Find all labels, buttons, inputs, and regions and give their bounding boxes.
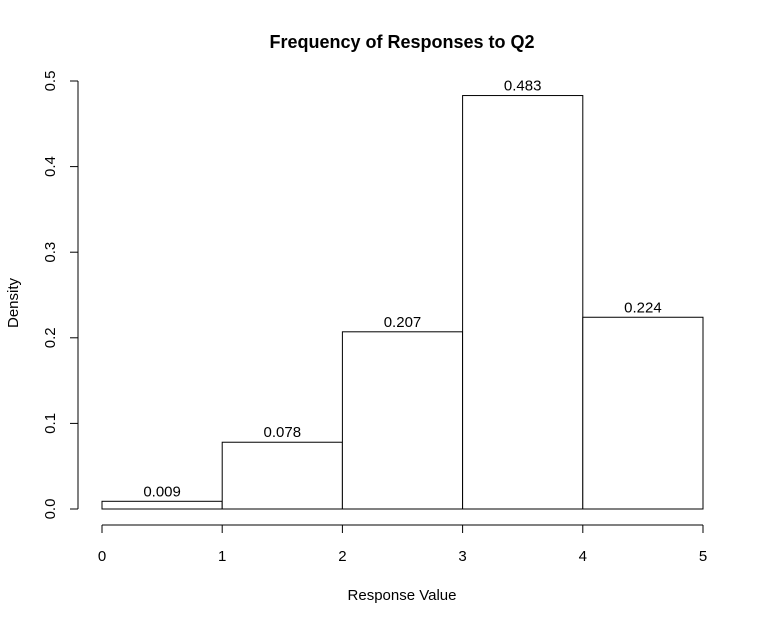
y-axis-label: Density [5,277,22,328]
y-axis: 0.0 0.1 0.2 0.3 0.4 0.5 [42,71,79,520]
y-tick-label: 0.5 [42,71,59,92]
histogram-bar [582,316,704,510]
histogram-bar [221,441,343,510]
bar-value-label: 0.483 [504,78,542,95]
x-tick-label: 5 [699,548,707,565]
bars-group [101,95,704,510]
x-tick-label: 1 [218,548,226,565]
bar-value-label: 0.224 [624,299,662,316]
y-tick-label: 0.3 [42,242,59,263]
x-axis-label: Response Value [348,587,457,604]
x-tick-label: 3 [458,548,466,565]
histogram-bar [462,95,584,510]
x-tick-label: 4 [579,548,587,565]
bar-value-label: 0.207 [384,314,422,331]
bar-value-label: 0.078 [264,424,302,441]
data-labels-group: 0.009 0.078 0.207 0.483 0.224 [143,78,661,501]
y-tick-label: 0.4 [42,156,59,177]
y-tick-label: 0.1 [42,413,59,434]
bar-value-label: 0.009 [143,483,181,500]
x-tick-label: 2 [338,548,346,565]
x-tick-label: 0 [98,548,106,565]
y-tick-label: 0.0 [42,499,59,520]
x-axis: 0 1 2 3 4 5 [98,524,707,565]
histogram-bar [101,500,223,510]
chart-title: Frequency of Responses to Q2 [269,32,534,52]
histogram-bar [341,331,464,510]
y-tick-label: 0.2 [42,327,59,348]
